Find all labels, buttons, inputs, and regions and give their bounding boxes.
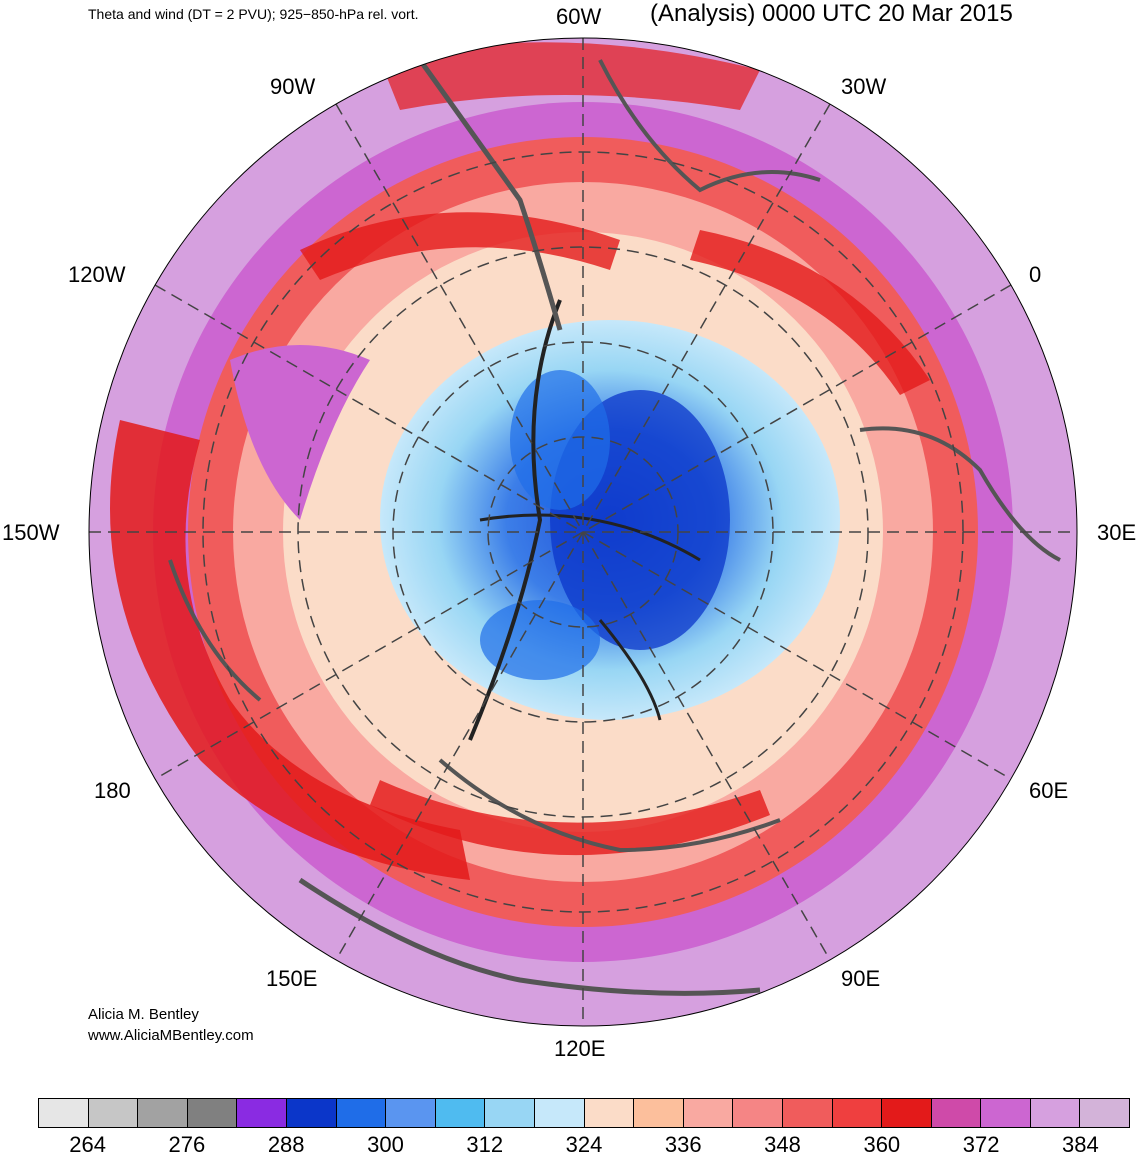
colorbar-swatch	[733, 1099, 783, 1127]
colorbar-swatch	[485, 1099, 535, 1127]
lon-label-90e: 90E	[841, 966, 881, 991]
colorbar-swatch	[981, 1099, 1031, 1127]
colorbar-swatch	[832, 1099, 883, 1127]
lon-label-120w: 120W	[68, 262, 126, 287]
theta-colorbar	[38, 1098, 1130, 1128]
colorbar-tick-label: 336	[664, 1132, 702, 1157]
colorbar-tick-label: 312	[466, 1132, 504, 1157]
colorbar-swatch	[88, 1099, 139, 1127]
colorbar-swatch	[584, 1099, 635, 1127]
chart-title-right: (Analysis) 0000 UTC 20 Mar 2015	[650, 0, 1013, 27]
colorbar-tick-label: 384	[1062, 1132, 1099, 1157]
colorbar-swatch	[286, 1099, 337, 1127]
lon-label-60e: 60E	[1029, 778, 1069, 803]
colorbar-swatch	[882, 1099, 932, 1127]
lon-label-30e: 30E	[1097, 520, 1137, 545]
colorbar-swatch	[931, 1099, 982, 1127]
colorbar-swatch	[336, 1099, 387, 1127]
colorbar-swatch	[683, 1099, 734, 1127]
lon-label-90w: 90W	[270, 74, 316, 99]
colorbar-swatch	[534, 1099, 585, 1127]
lon-label-150e: 150E	[266, 966, 318, 991]
chart-title-left: Theta and wind (DT = 2 PVU); 925−850-hPa…	[88, 6, 419, 22]
lon-label-30w: 30W	[841, 74, 887, 99]
colorbar-swatch	[435, 1099, 486, 1127]
colorbar-swatch	[39, 1099, 89, 1127]
colorbar-tick-label: 372	[962, 1132, 1000, 1157]
colorbar-tick-label: 288	[267, 1132, 305, 1157]
colorbar-swatch	[237, 1099, 287, 1127]
author-credit: Alicia M. Bentley	[88, 1006, 199, 1023]
colorbar-tick-label: 348	[764, 1132, 801, 1157]
colorbar-swatch	[634, 1099, 684, 1127]
colorbar-swatch	[782, 1099, 833, 1127]
map-boundary	[88, 37, 1078, 1027]
colorbar-swatch	[1030, 1099, 1081, 1127]
colorbar-swatch	[187, 1099, 238, 1127]
colorbar-tick-label: 300	[367, 1132, 404, 1157]
lon-label-0: 0	[1029, 262, 1042, 287]
polar-map	[88, 37, 1078, 1027]
author-url: www.AliciaMBentley.com	[88, 1027, 254, 1044]
graticule	[89, 38, 1077, 1026]
colorbar-swatch	[138, 1099, 188, 1127]
lon-label-150w: 150W	[2, 520, 60, 545]
colorbar-tick-label: 324	[565, 1132, 603, 1157]
lon-label-120e: 120E	[554, 1036, 606, 1061]
colorbar-tick-label: 276	[168, 1132, 206, 1157]
colorbar-swatch	[386, 1099, 436, 1127]
colorbar-tick-label: 360	[863, 1132, 901, 1157]
colorbar-tick-label: 264	[69, 1132, 106, 1157]
colorbar-swatch	[1080, 1099, 1130, 1127]
lon-label-60w: 60W	[556, 4, 602, 29]
lon-label-180: 180	[94, 778, 131, 803]
